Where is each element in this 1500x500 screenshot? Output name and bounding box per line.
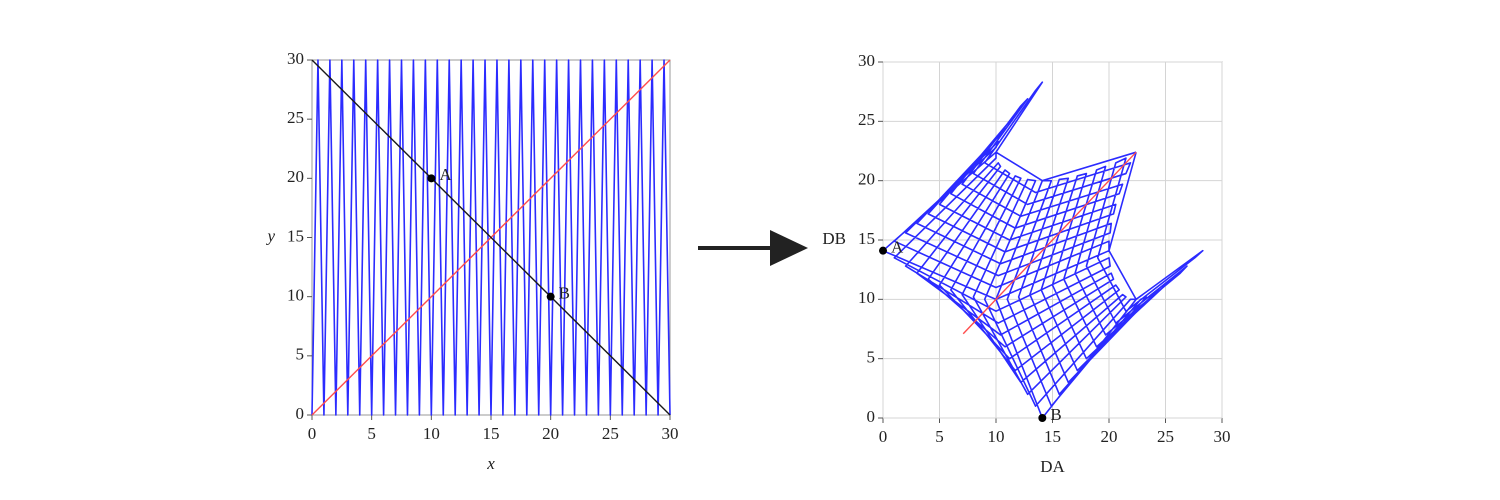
x-tick-label: 10: [988, 427, 1005, 446]
x-tick-label: 0: [879, 427, 888, 446]
chart: 0 5 10 15 20 25 30 0 5 10 15 20 25 30 x y A B: [265, 49, 678, 473]
y-tick-label: 20: [287, 167, 304, 186]
point: [546, 292, 555, 301]
chart: 0 5 10 15 20 25 30 0 5 10 15 20 25 30 DA DB A B: [822, 51, 1230, 476]
y-tick-label: 10: [858, 288, 875, 307]
arrow: [698, 230, 808, 266]
x-tick-label: 30: [1214, 427, 1231, 446]
x-tick-label: 15: [483, 424, 500, 443]
series-line: [962, 151, 1137, 335]
y-tick-label: 25: [858, 110, 875, 129]
series-line: [311, 59, 671, 416]
y-axis-label: DB: [822, 229, 846, 248]
point-label: B: [559, 284, 570, 303]
point: [879, 246, 887, 255]
x-tick-label: 5: [935, 427, 944, 446]
x-tick-label: 10: [423, 424, 440, 443]
y-tick-label: 20: [858, 170, 875, 189]
y-tick-label: 5: [296, 345, 305, 364]
y-axis-label: y: [265, 226, 275, 245]
y-tick-label: 30: [287, 49, 304, 68]
point: [1038, 414, 1047, 422]
x-axis-label: x: [486, 454, 495, 473]
x-tick-label: 15: [1044, 427, 1061, 446]
point-label: B: [1050, 405, 1061, 424]
y-tick-label: 15: [858, 229, 875, 248]
y-tick-label: 25: [287, 108, 304, 127]
series-line: [311, 59, 671, 416]
point-label: A: [891, 238, 904, 257]
y-tick-label: 0: [867, 407, 876, 426]
x-axis-label: DA: [1040, 457, 1065, 476]
x-tick-label: 20: [542, 424, 559, 443]
x-tick-label: 5: [367, 424, 376, 443]
y-tick-label: 5: [867, 348, 876, 367]
arrow-head: [770, 230, 808, 266]
x-tick-label: 25: [602, 424, 619, 443]
point: [427, 174, 436, 183]
x-tick-label: 25: [1157, 427, 1174, 446]
x-tick-label: 30: [662, 424, 679, 443]
y-tick-label: 15: [287, 226, 304, 245]
point-label: A: [439, 165, 452, 184]
y-tick-label: 30: [858, 51, 875, 70]
x-tick-label: 0: [308, 424, 317, 443]
y-tick-label: 0: [296, 404, 305, 423]
x-tick-label: 20: [1101, 427, 1118, 446]
y-tick-label: 10: [287, 286, 304, 305]
